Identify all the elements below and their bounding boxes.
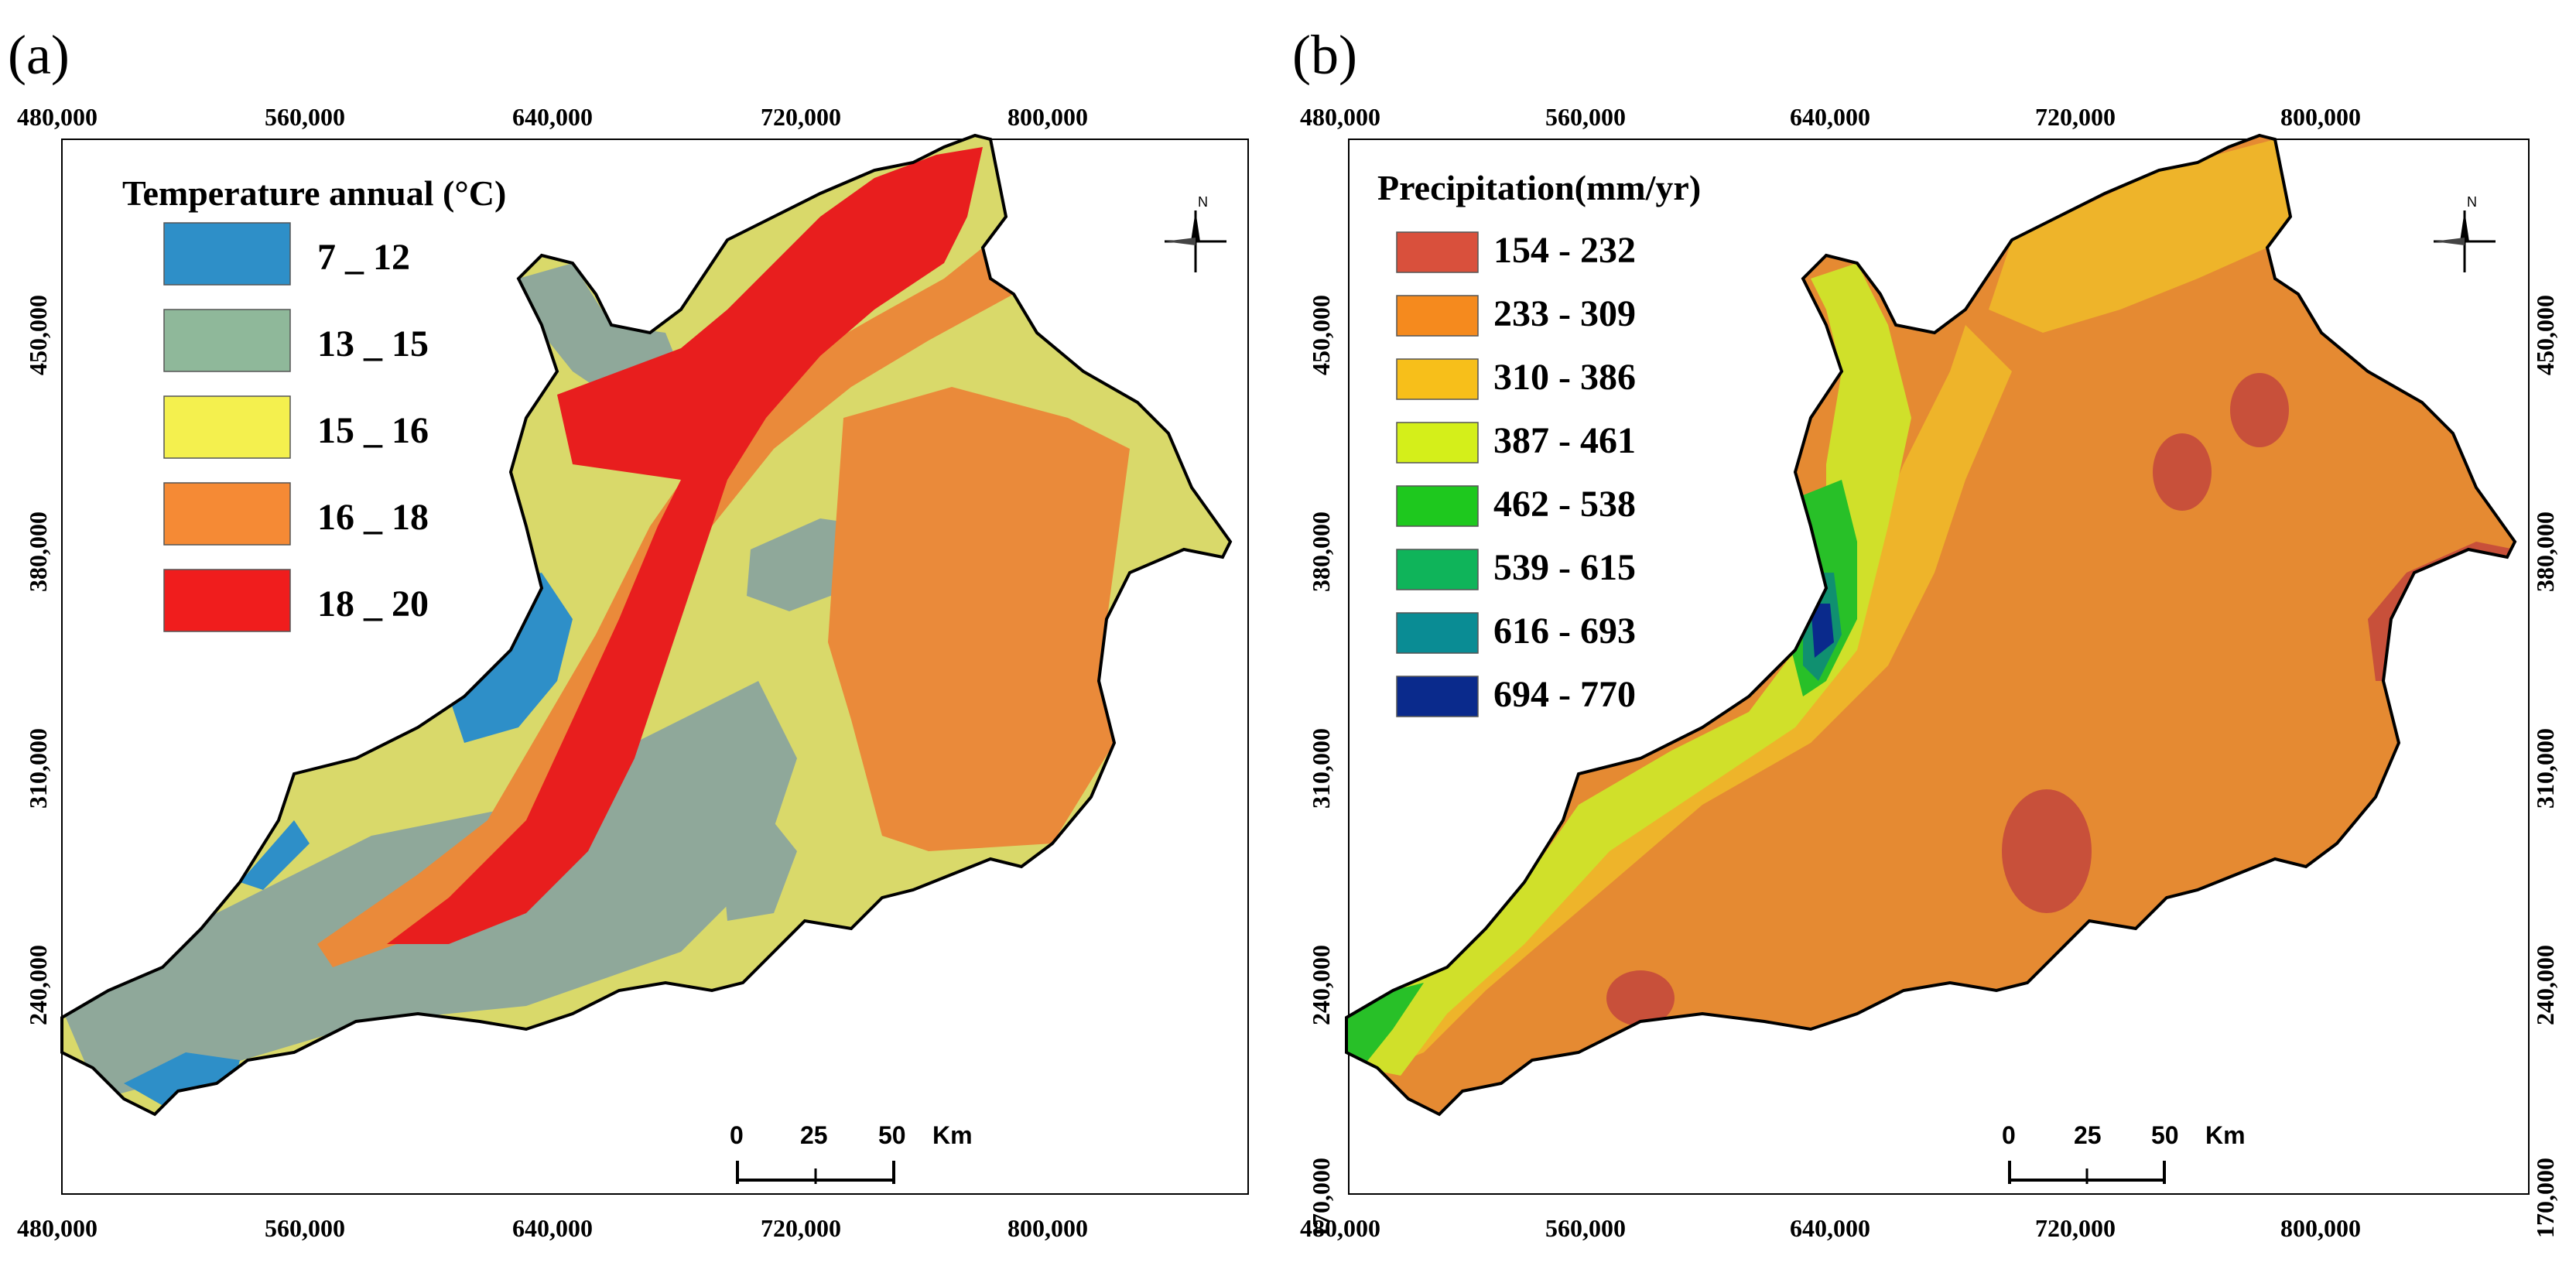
- panel-a-ytick-380000: 380,000: [24, 511, 52, 592]
- panel-b-y-ticks-left: 450,000 380,000 310,000 240,000 170,000: [1307, 295, 1335, 1238]
- panel-b-xtick-bottom-480000: 480,000: [1300, 1214, 1380, 1242]
- panel-b-legend-label-7: 694 - 770: [1493, 674, 1636, 715]
- panel-b-legend-title: Precipitation(mm/yr): [1377, 168, 1701, 207]
- panel-b-legend-swatch-5: [1396, 549, 1479, 590]
- panel-a-scale-unit: Km: [932, 1121, 973, 1149]
- panel-b-xtick-bottom-560000: 560,000: [1545, 1214, 1626, 1242]
- panel-b-ytick-left-240000: 240,000: [1307, 945, 1335, 1025]
- panel-a-xtick-bottom-800000: 800,000: [1007, 1214, 1088, 1242]
- panel-a: (a): [8, 24, 1249, 1242]
- temp-zone-warm-east: [828, 387, 1130, 851]
- precip-zone-mid-north: [1989, 139, 2290, 333]
- panel-b-legend: Precipitation(mm/yr) 154 - 232 233 - 309 3…: [1377, 168, 1701, 717]
- panel-b-legend-swatch-7: [1396, 676, 1479, 717]
- panel-b-xtick-bottom-720000: 720,000: [2035, 1214, 2116, 1242]
- panel-a-legend-label-0: 7 _ 12: [317, 237, 410, 278]
- panel-a-xtick-top-640000: 640,000: [512, 103, 593, 131]
- temp-zone-cool-south-patch: [720, 813, 797, 921]
- panel-b-ytick-left-450000: 450,000: [1307, 295, 1335, 375]
- panel-b-legend-swatch-6: [1396, 612, 1479, 654]
- panel-b-north-label: N: [2467, 194, 2477, 210]
- panel-a-xtick-bottom-720000: 720,000: [761, 1214, 841, 1242]
- panel-a-legend-swatch-3: [163, 482, 291, 546]
- panel-b-ytick-right-170000: 170,000: [2531, 1158, 2559, 1238]
- panel-b-x-ticks: 480,000 560,000 640,000 720,000 800,000 …: [1300, 103, 2361, 1242]
- panel-b-ytick-right-310000: 310,000: [2531, 728, 2559, 809]
- panel-b-xtick-bottom-640000: 640,000: [1790, 1214, 1870, 1242]
- precip-zone-wet4: [1811, 604, 1834, 658]
- panel-a-ytick-310000: 310,000: [24, 728, 52, 809]
- panel-b-legend-swatch-1: [1396, 295, 1479, 337]
- panel-b-scale-0: 0: [2002, 1121, 2016, 1149]
- panel-b-legend-label-3: 387 - 461: [1493, 420, 1636, 461]
- panel-b-ytick-left-380000: 380,000: [1307, 511, 1335, 592]
- panel-a-scale-25: 25: [800, 1121, 828, 1149]
- panel-b-ytick-right-240000: 240,000: [2531, 945, 2559, 1025]
- panel-b-xtick-top-480000: 480,000: [1300, 103, 1380, 131]
- panel-a-legend-swatch-4: [163, 569, 291, 632]
- panel-b-legend-swatch-2: [1396, 358, 1479, 400]
- panel-b-legend-label-6: 616 - 693: [1493, 611, 1636, 652]
- temp-zone-cold-southwest: [240, 820, 310, 890]
- panel-a-legend-label-1: 13 _ 15: [317, 323, 429, 364]
- panel-a-xtick-bottom-480000: 480,000: [17, 1214, 97, 1242]
- panel-a-y-ticks: 450,000 380,000 310,000 240,000: [24, 295, 52, 1025]
- panel-a-legend-swatch-1: [163, 309, 291, 372]
- panel-b-legend-swatch-0: [1396, 231, 1479, 273]
- panel-a-legend: Temperature annual (°C) 7 _ 12 13 _ 15 15 …: [122, 173, 506, 632]
- panel-b-xtick-top-640000: 640,000: [1790, 103, 1870, 131]
- panel-b-legend-swatch-4: [1396, 485, 1479, 527]
- precip-zone-dry-south: [1606, 970, 1675, 1026]
- panel-b-legend-label-2: 310 - 386: [1493, 357, 1636, 398]
- panel-a-legend-label-4: 18 _ 20: [317, 583, 429, 624]
- panel-b-scale-bar: 0 25 50 Km: [2002, 1121, 2246, 1184]
- panel-b-ytick-left-310000: 310,000: [1307, 728, 1335, 809]
- panel-a-label: (a): [8, 24, 70, 86]
- panel-b-ytick-left-170000: 170,000: [1307, 1158, 1335, 1238]
- panel-a-legend-swatch-2: [163, 395, 291, 459]
- panel-a-ytick-240000: 240,000: [24, 945, 52, 1025]
- panel-b-xtick-top-560000: 560,000: [1545, 103, 1626, 131]
- panel-a-xtick-top-720000: 720,000: [761, 103, 841, 131]
- panel-a-legend-swatch-0: [163, 222, 291, 286]
- temp-zone-hot-core: [387, 147, 983, 944]
- panel-a-xtick-top-800000: 800,000: [1007, 103, 1088, 131]
- precip-zone-dry-center: [2002, 789, 2092, 913]
- panel-b-legend-swatch-3: [1396, 422, 1479, 464]
- panel-a-xtick-bottom-560000: 560,000: [265, 1214, 345, 1242]
- panel-a-ytick-450000: 450,000: [24, 295, 52, 375]
- panel-a-scale-0: 0: [730, 1121, 744, 1149]
- panel-a-north-label: N: [1198, 194, 1208, 210]
- panel-a-legend-title: Temperature annual (°C): [122, 173, 506, 213]
- panel-a-xtick-top-560000: 560,000: [265, 103, 345, 131]
- panel-b-ytick-right-450000: 450,000: [2531, 295, 2559, 375]
- panel-a-scale-bar: 0 25 50 Km: [730, 1121, 973, 1184]
- panel-b-scale-unit: Km: [2205, 1121, 2246, 1149]
- panel-a-scale-50: 50: [878, 1121, 906, 1149]
- panel-b: (b): [1292, 24, 2559, 1242]
- panel-b-scale-50: 50: [2151, 1121, 2179, 1149]
- panel-b-scale-25: 25: [2074, 1121, 2102, 1149]
- panel-a-legend-label-2: 15 _ 16: [317, 410, 429, 451]
- precip-zone-dry-north: [2230, 373, 2289, 447]
- panel-b-legend-label-1: 233 - 309: [1493, 293, 1636, 334]
- panel-b-legend-label-4: 462 - 538: [1493, 484, 1636, 525]
- panel-b-xtick-bottom-800000: 800,000: [2280, 1214, 2361, 1242]
- panel-b-y-ticks-right: 450,000 380,000 310,000 240,000 170,000: [2531, 295, 2559, 1238]
- panel-b-xtick-top-800000: 800,000: [2280, 103, 2361, 131]
- panel-b-label: (b): [1292, 24, 1357, 86]
- panel-a-xtick-top-480000: 480,000: [17, 103, 97, 131]
- panel-a-north-arrow-icon: N: [1165, 194, 1226, 272]
- panel-a-x-ticks: 480,000 560,000 640,000 720,000 800,000 …: [17, 103, 1088, 1242]
- panel-b-legend-label-0: 154 - 232: [1493, 230, 1636, 271]
- panel-b-legend-label-5: 539 - 615: [1493, 547, 1636, 588]
- panel-b-north-arrow-icon: N: [2434, 194, 2496, 272]
- panel-a-xtick-bottom-640000: 640,000: [512, 1214, 593, 1242]
- panel-b-ytick-right-380000: 380,000: [2531, 511, 2559, 592]
- panel-a-legend-label-3: 16 _ 18: [317, 497, 429, 538]
- precip-zone-wet2-south: [1346, 983, 1424, 1068]
- precip-zone-dry-north2: [2153, 433, 2212, 511]
- panel-b-xtick-top-720000: 720,000: [2035, 103, 2116, 131]
